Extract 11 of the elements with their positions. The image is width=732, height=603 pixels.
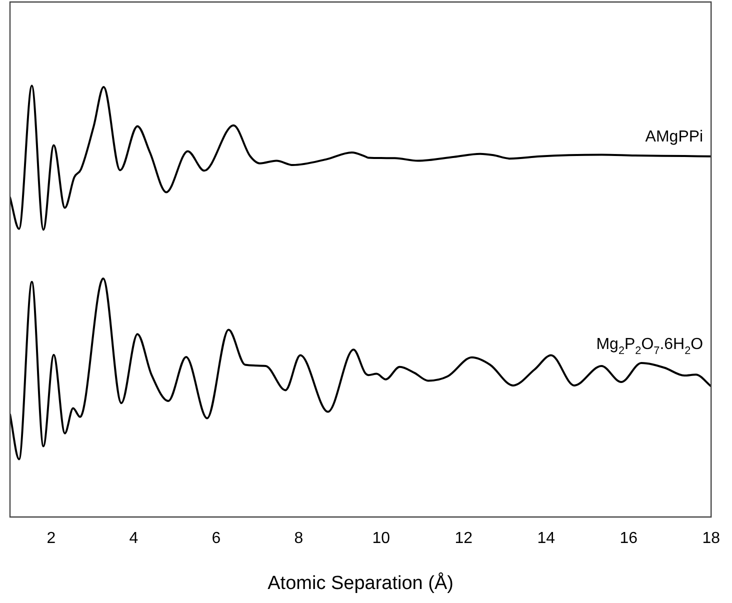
x-tick-label: 14: [537, 530, 556, 548]
x-tick-label: 18: [702, 530, 720, 548]
x-tick-label: 12: [454, 530, 473, 548]
x-tick-label: 2: [46, 530, 56, 548]
x-tick-label: 16: [620, 530, 638, 548]
x-tick-label: 10: [372, 530, 390, 548]
x-axis-title: Atomic Separation (Å): [268, 572, 454, 594]
x-tick-label: 6: [212, 530, 221, 548]
x-tick-label: 4: [129, 530, 138, 548]
x-tick-label: 8: [294, 530, 304, 548]
series-label: AMgPPi: [645, 128, 704, 146]
